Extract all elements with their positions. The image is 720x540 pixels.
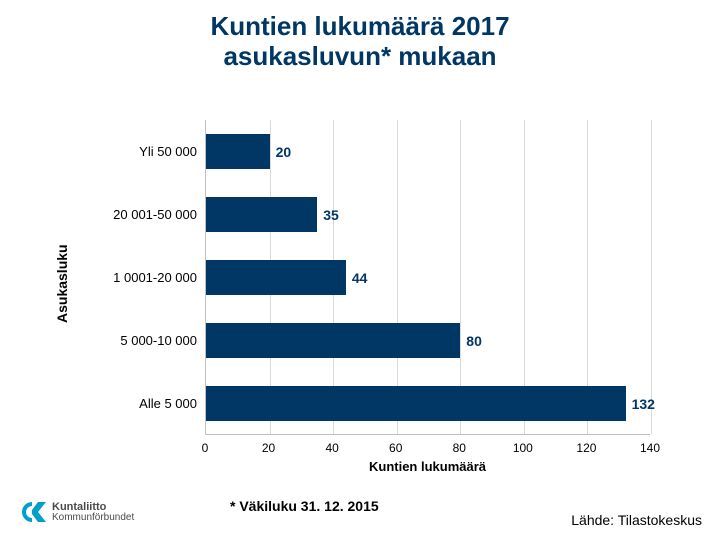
source-label: Lähde: Tilastokeskus bbox=[571, 512, 702, 528]
x-tick-label: 40 bbox=[325, 441, 338, 455]
gridline bbox=[651, 120, 652, 434]
bar bbox=[206, 386, 626, 421]
bar bbox=[206, 260, 346, 295]
x-axis-label: Kuntien lukumäärä bbox=[205, 459, 650, 474]
bar bbox=[206, 323, 460, 358]
logo: Kuntaliitto Kommunförbundet bbox=[18, 498, 134, 526]
chart-plot-area: 20354480132 bbox=[205, 120, 650, 435]
x-tick-label: 100 bbox=[513, 441, 533, 455]
x-tick-label: 120 bbox=[576, 441, 596, 455]
bar-value-label: 44 bbox=[352, 270, 368, 286]
category-label: 5 000-10 000 bbox=[120, 333, 197, 348]
logo-text-top: Kuntaliitto bbox=[52, 502, 134, 513]
bar bbox=[206, 197, 317, 232]
category-label: 1 0001-20 000 bbox=[113, 270, 197, 285]
x-tick-label: 0 bbox=[202, 441, 209, 455]
slide-title: Kuntien lukumäärä 2017 asukasluvun* muka… bbox=[0, 12, 720, 72]
x-tick-label: 80 bbox=[453, 441, 466, 455]
bar-value-label: 80 bbox=[466, 333, 482, 349]
logo-text-bottom: Kommunförbundet bbox=[52, 513, 134, 523]
bar-value-label: 20 bbox=[276, 144, 292, 160]
bar bbox=[206, 134, 270, 169]
footnote: * Väkiluku 31. 12. 2015 bbox=[230, 498, 379, 514]
logo-mark-icon bbox=[18, 498, 46, 526]
slide: Kuntien lukumäärä 2017 asukasluvun* muka… bbox=[0, 0, 720, 540]
x-tick-label: 20 bbox=[262, 441, 275, 455]
x-tick-label: 60 bbox=[389, 441, 402, 455]
x-tick-label: 140 bbox=[640, 441, 660, 455]
category-label: Alle 5 000 bbox=[139, 396, 197, 411]
category-label: 20 001-50 000 bbox=[113, 207, 197, 222]
bar-value-label: 132 bbox=[632, 396, 655, 412]
title-line-1: Kuntien lukumäärä 2017 bbox=[0, 12, 720, 42]
bar-value-label: 35 bbox=[323, 207, 339, 223]
title-line-2: asukasluvun* mukaan bbox=[0, 42, 720, 72]
y-axis-label: Asukasluku bbox=[54, 244, 70, 323]
category-label: Yli 50 000 bbox=[139, 144, 197, 159]
